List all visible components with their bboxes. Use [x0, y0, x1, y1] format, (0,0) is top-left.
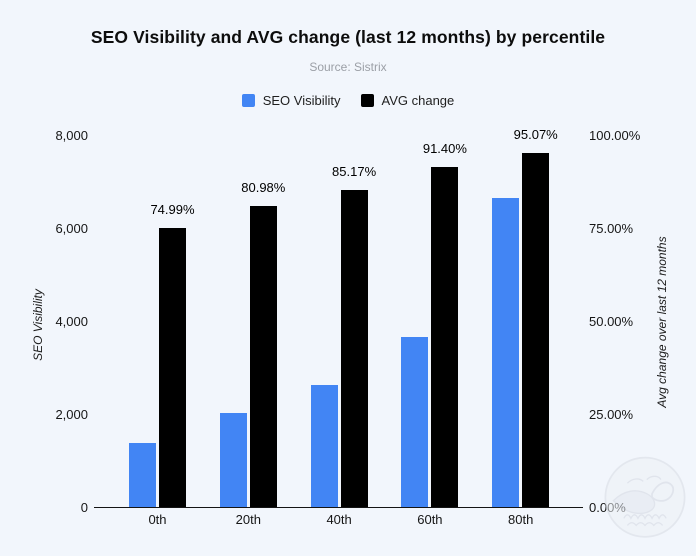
- watermark-emblem-icon: [604, 456, 686, 538]
- bar-seo-visibility-40th[interactable]: [310, 385, 338, 507]
- chart-subtitle: Source: Sistrix: [309, 60, 387, 74]
- right-axis-tick: 75.00%: [589, 220, 634, 236]
- bar-avg-change-40th[interactable]: [340, 190, 368, 507]
- x-axis-label-80th: 80th: [508, 512, 534, 527]
- left-axis-tick: 8,000: [55, 127, 88, 143]
- bar-avg-change-0th[interactable]: [159, 228, 186, 507]
- legend: SEO Visibility AVG change: [0, 93, 696, 108]
- data-label-avg-change-60th: 91.40%: [422, 140, 467, 156]
- data-label-avg-change-20th: 80.98%: [241, 179, 286, 195]
- bar-seo-visibility-20th[interactable]: [219, 413, 247, 507]
- left-axis-tick: 4,000: [55, 313, 88, 329]
- left-axis-title: SEO Visibility: [31, 289, 45, 361]
- legend-label-seo-visibility: SEO Visibility: [262, 93, 341, 108]
- data-label-avg-change-80th: 95.07%: [513, 127, 558, 143]
- left-axis-tick: 0: [80, 499, 88, 515]
- right-axis-tick: 100.00%: [589, 127, 641, 143]
- data-label-avg-change-40th: 85.17%: [332, 164, 377, 180]
- bar-seo-visibility-60th[interactable]: [401, 336, 429, 507]
- x-axis-label-0th: 0th: [148, 512, 167, 527]
- legend-item-seo-visibility[interactable]: SEO Visibility: [241, 93, 341, 108]
- left-axis-tick: 2,000: [55, 406, 88, 422]
- chart-title: SEO Visibility and AVG change (last 12 m…: [90, 27, 606, 47]
- bar-avg-change-60th[interactable]: [431, 166, 459, 507]
- legend-swatch-seo-visibility-icon: [241, 94, 255, 107]
- x-axis-label-20th: 20th: [235, 512, 261, 527]
- bar-seo-visibility-0th[interactable]: [129, 443, 156, 507]
- legend-item-avg-change[interactable]: AVG change: [360, 93, 455, 108]
- x-axis-label-60th: 60th: [417, 512, 443, 527]
- bar-avg-change-80th[interactable]: [522, 153, 550, 507]
- right-axis-tick: 50.00%: [589, 313, 634, 329]
- bar-avg-change-20th[interactable]: [249, 205, 277, 507]
- x-axis-line: [94, 507, 583, 508]
- legend-swatch-avg-change-icon: [360, 94, 374, 107]
- legend-label-avg-change: AVG change: [381, 93, 455, 108]
- x-axis-label-40th: 40th: [326, 512, 352, 527]
- left-axis-tick: 6,000: [55, 220, 88, 236]
- right-axis-tick: 25.00%: [589, 406, 634, 422]
- bar-seo-visibility-80th[interactable]: [492, 197, 520, 507]
- data-label-avg-change-0th: 74.99%: [150, 202, 195, 218]
- right-axis-title: Avg change over last 12 months: [655, 236, 669, 408]
